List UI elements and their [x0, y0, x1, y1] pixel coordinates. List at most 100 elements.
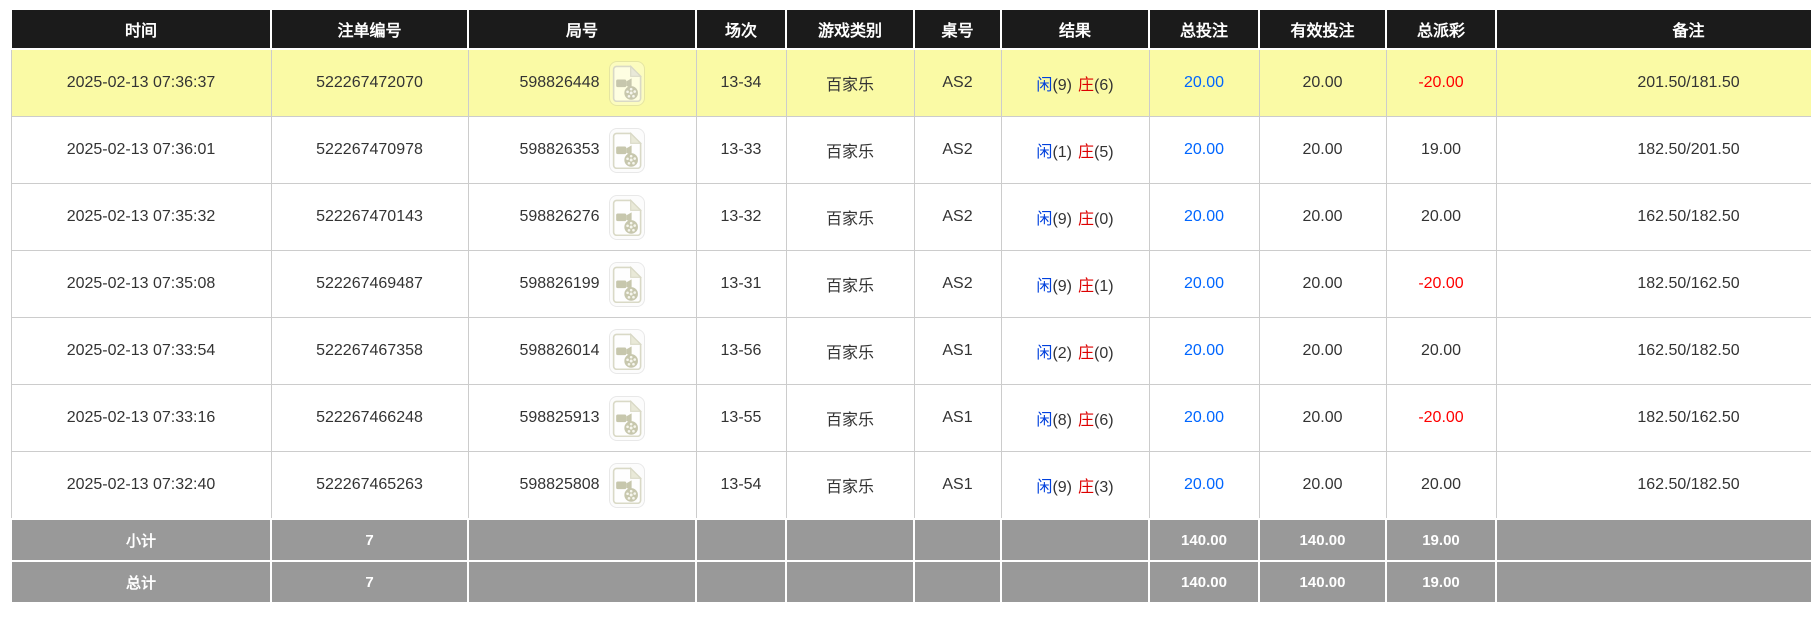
cell-order-no: 522267465263 [270, 451, 469, 520]
subtotal-empty-result [1000, 518, 1150, 562]
column-header-game_type: 游戏类别 [785, 8, 915, 50]
total-bet-link[interactable]: 20.00 [1183, 208, 1225, 225]
result-banker-label: 庄 [1078, 479, 1095, 496]
round-number: 598826199 [519, 275, 600, 292]
total-payout-value: 20.00 [1420, 476, 1462, 493]
cell-total-payout: -20.00 [1385, 48, 1497, 117]
cell-total-payout: -20.00 [1385, 384, 1497, 452]
result-player-score: (9) [1052, 211, 1072, 228]
video-file-icon [612, 332, 642, 370]
grand-total-empty-table [913, 560, 1002, 604]
cell-order-no: 522267469487 [270, 250, 469, 318]
cell-round-no: 598826353 [467, 116, 697, 184]
total-bet-link[interactable]: 20.00 [1183, 74, 1225, 91]
cell-valid-bet: 20.00 [1258, 250, 1387, 318]
total-bet-link[interactable]: 20.00 [1183, 409, 1225, 426]
grand-total-empty-remark [1495, 560, 1811, 604]
cell-game-type: 百家乐 [785, 48, 915, 117]
video-replay-button[interactable] [608, 261, 645, 307]
cell-time: 2025-02-13 07:35:08 [10, 250, 272, 318]
video-file-icon [612, 131, 642, 169]
grand-total-total-payout: 19.00 [1385, 560, 1497, 604]
cell-total-payout: 20.00 [1385, 183, 1497, 251]
cell-time: 2025-02-13 07:33:16 [10, 384, 272, 452]
cell-session: 13-32 [695, 183, 787, 251]
result-player-label: 闲 [1036, 211, 1053, 228]
cell-result: 闲(9) 庄(1) [1000, 250, 1150, 318]
cell-remark: 182.50/162.50 [1495, 250, 1811, 318]
cell-remark: 182.50/201.50 [1495, 116, 1811, 184]
table-header-row: 时间 注单编号 局号 场次 游戏类别 桌号 结果 总投注 有效投注 总派彩 备注 [10, 8, 1811, 50]
cell-result: 闲(9) 庄(3) [1000, 451, 1150, 520]
total-bet-link[interactable]: 20.00 [1183, 476, 1225, 493]
video-replay-button[interactable] [608, 395, 645, 441]
grand-total-empty-result [1000, 560, 1150, 604]
column-header-total_bet: 总投注 [1148, 8, 1260, 50]
result-banker-score: (6) [1094, 77, 1114, 94]
cell-result: 闲(9) 庄(0) [1000, 183, 1150, 251]
cell-total-payout: -20.00 [1385, 250, 1497, 318]
total-payout-value: -20.00 [1418, 275, 1464, 292]
result-banker-score: (3) [1094, 479, 1114, 496]
result-player-score: (2) [1052, 345, 1072, 362]
total-payout-value: -20.00 [1418, 409, 1464, 426]
cell-total-bet: 20.00 [1148, 250, 1260, 318]
result-banker-label: 庄 [1078, 211, 1095, 228]
bet-records-container: 时间 注单编号 局号 场次 游戏类别 桌号 结果 总投注 有效投注 总派彩 备注 2025-02-1… [10, 8, 1811, 604]
table-row: 2025-02-13 07:36:37 522267472070 5988264… [10, 48, 1811, 117]
result-player-label: 闲 [1036, 479, 1053, 496]
cell-time: 2025-02-13 07:32:40 [10, 451, 272, 520]
column-header-remark: 备注 [1495, 8, 1811, 50]
cell-total-bet: 20.00 [1148, 317, 1260, 385]
cell-session: 13-34 [695, 48, 787, 117]
round-number: 598826353 [519, 141, 600, 158]
total-bet-link[interactable]: 20.00 [1183, 275, 1225, 292]
result-banker-label: 庄 [1078, 345, 1095, 362]
cell-table-no: AS1 [913, 384, 1002, 452]
video-replay-button[interactable] [608, 60, 645, 106]
total-bet-link[interactable]: 20.00 [1183, 141, 1225, 158]
cell-total-bet: 20.00 [1148, 384, 1260, 452]
total-payout-value: 20.00 [1420, 342, 1462, 359]
video-file-icon [612, 399, 642, 437]
round-number: 598826448 [519, 74, 600, 91]
cell-table-no: AS2 [913, 250, 1002, 318]
result-player-score: (9) [1052, 77, 1072, 94]
result-player-score: (8) [1052, 412, 1072, 429]
video-replay-button[interactable] [608, 462, 645, 508]
cell-session: 13-33 [695, 116, 787, 184]
cell-table-no: AS2 [913, 116, 1002, 184]
subtotal-empty-game [785, 518, 915, 562]
video-replay-button[interactable] [608, 127, 645, 173]
subtotal-count: 7 [270, 518, 469, 562]
column-header-session: 场次 [695, 8, 787, 50]
cell-round-no: 598825808 [467, 451, 697, 520]
column-header-total_payout: 总派彩 [1385, 8, 1497, 50]
cell-table-no: AS1 [913, 317, 1002, 385]
result-banker-label: 庄 [1078, 77, 1095, 94]
result-player-score: (9) [1052, 479, 1072, 496]
subtotal-total-payout: 19.00 [1385, 518, 1497, 562]
column-header-valid_bet: 有效投注 [1258, 8, 1387, 50]
column-header-time: 时间 [10, 8, 272, 50]
round-number: 598825808 [519, 476, 600, 493]
result-player-label: 闲 [1036, 345, 1053, 362]
video-file-icon [612, 198, 642, 236]
result-player-score: (1) [1052, 144, 1072, 161]
total-bet-link[interactable]: 20.00 [1183, 342, 1225, 359]
cell-remark: 162.50/182.50 [1495, 183, 1811, 251]
round-number: 598825913 [519, 409, 600, 426]
cell-valid-bet: 20.00 [1258, 183, 1387, 251]
cell-game-type: 百家乐 [785, 451, 915, 520]
grand-total-empty-round [467, 560, 697, 604]
cell-result: 闲(8) 庄(6) [1000, 384, 1150, 452]
result-banker-score: (6) [1094, 412, 1114, 429]
video-replay-button[interactable] [608, 328, 645, 374]
column-header-order_no: 注单编号 [270, 8, 469, 50]
cell-total-bet: 20.00 [1148, 48, 1260, 117]
table-row: 2025-02-13 07:35:32 522267470143 5988262… [10, 183, 1811, 251]
video-replay-button[interactable] [608, 194, 645, 240]
cell-valid-bet: 20.00 [1258, 48, 1387, 117]
cell-result: 闲(9) 庄(6) [1000, 48, 1150, 117]
